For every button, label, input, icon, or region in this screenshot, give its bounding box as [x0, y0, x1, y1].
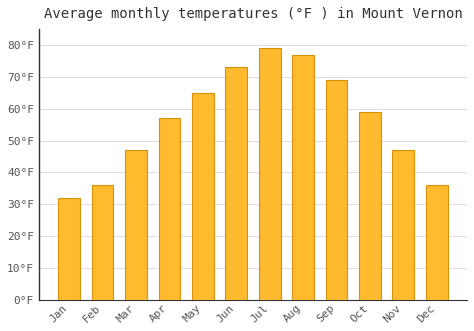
Bar	[292, 55, 314, 300]
Bar	[426, 185, 447, 300]
Bar	[359, 112, 381, 300]
Bar	[259, 48, 281, 300]
Bar	[192, 93, 214, 300]
Bar	[158, 118, 180, 300]
Bar	[91, 185, 113, 300]
Bar	[125, 150, 147, 300]
Bar	[392, 150, 414, 300]
Bar	[58, 198, 80, 300]
Title: Average monthly temperatures (°F ) in Mount Vernon: Average monthly temperatures (°F ) in Mo…	[44, 7, 462, 21]
Bar	[225, 67, 247, 300]
Bar	[326, 80, 347, 300]
